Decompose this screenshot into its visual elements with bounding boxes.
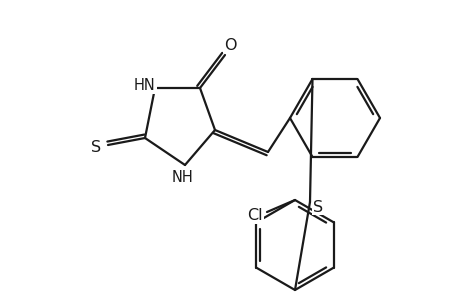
Text: HN: HN [134,79,156,94]
Text: S: S [91,140,101,154]
Text: O: O [223,38,236,52]
Text: S: S [312,200,322,214]
Text: Cl: Cl [246,208,262,224]
Text: NH: NH [172,169,193,184]
